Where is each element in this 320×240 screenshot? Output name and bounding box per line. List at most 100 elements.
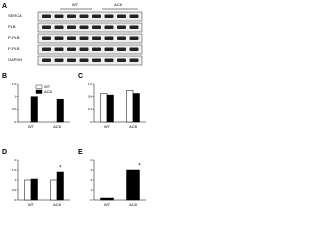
blot-frame — [37, 55, 143, 66]
band — [117, 14, 126, 18]
band — [54, 58, 64, 62]
blot: SERCA PLB P-PLB P-PLB GAPDH — [8, 11, 143, 66]
y-tick-label: 0 — [90, 198, 92, 202]
bar — [56, 98, 64, 123]
band — [104, 58, 114, 62]
x-tick-label: AC8 — [129, 202, 138, 207]
panel-label: D — [2, 149, 7, 156]
panel-label: C — [78, 73, 83, 80]
band — [92, 25, 101, 29]
x-tick-label: WT — [28, 202, 35, 207]
band — [129, 14, 139, 18]
bar — [30, 178, 38, 201]
y-tick-label: 1.5 — [12, 168, 17, 172]
band — [42, 25, 51, 29]
band — [42, 14, 51, 18]
band — [67, 36, 76, 40]
band — [129, 36, 139, 40]
y-tick-label: 0.4 — [88, 107, 93, 111]
band — [92, 47, 101, 51]
band — [42, 47, 51, 51]
band — [117, 47, 126, 51]
bar — [50, 179, 58, 201]
band — [79, 14, 89, 18]
bar — [126, 169, 140, 201]
y-tick-label: 0 — [14, 120, 16, 124]
blot-group: AC8 — [114, 2, 123, 7]
band — [67, 25, 76, 29]
bar — [132, 93, 140, 123]
blot-frame — [37, 11, 143, 22]
band — [104, 14, 114, 18]
y-tick-label: 4 — [90, 158, 92, 162]
band — [67, 47, 76, 51]
bar — [100, 93, 108, 123]
annotation: * — [138, 164, 141, 170]
band — [79, 47, 89, 51]
y-tick-label: 0.5 — [12, 107, 17, 111]
band — [54, 25, 64, 29]
legend-label: WT — [44, 84, 51, 89]
y-tick-label: 0.8 — [88, 94, 93, 98]
y-tick-label: 2 — [14, 158, 16, 162]
x-tick-label: AC8 — [129, 124, 138, 129]
band — [117, 25, 126, 29]
y-tick-label: 1 — [14, 178, 16, 182]
y-tick-label: 0.5 — [12, 188, 17, 192]
band — [79, 25, 89, 29]
band — [54, 36, 64, 40]
legend-swatch — [35, 84, 43, 89]
legend-swatch — [35, 89, 43, 94]
y-tick-label: 3 — [90, 168, 92, 172]
x-tick-label: WT — [104, 124, 111, 129]
band — [67, 14, 76, 18]
panel-label: A — [2, 3, 7, 10]
x-tick-label: AC8 — [53, 202, 62, 207]
band — [92, 36, 101, 40]
band — [129, 58, 139, 62]
bar — [56, 171, 64, 201]
y-tick-label: 0 — [90, 120, 92, 124]
blot-row-label: P-PLB — [8, 46, 20, 51]
band — [42, 58, 51, 62]
figure: A B C D E WT AC8 SERCA PLB P-PLB P-PLB GAPDH… — [2, 2, 146, 207]
blot-row-label: GAPDH — [8, 57, 22, 62]
band — [104, 47, 114, 51]
y-tick-label: 0 — [14, 198, 16, 202]
bar — [30, 96, 38, 123]
x-tick-label: WT — [28, 124, 35, 129]
y-tick-label: 2 — [90, 178, 92, 182]
y-tick-label: 1 — [90, 188, 92, 192]
band — [54, 14, 64, 18]
band — [42, 36, 51, 40]
y-tick-label: 1.2 — [88, 82, 93, 86]
legend-label: AC8 — [44, 89, 53, 94]
band — [54, 47, 64, 51]
bar — [100, 197, 114, 201]
band — [104, 25, 114, 29]
band — [104, 36, 114, 40]
annotation: * — [59, 166, 62, 172]
blot-frame — [37, 22, 143, 33]
bar — [24, 179, 32, 201]
band — [92, 14, 101, 18]
bar — [106, 94, 114, 123]
blot-frame — [37, 44, 143, 55]
band — [117, 58, 126, 62]
y-tick-label: 1.5 — [12, 82, 17, 86]
panel-label: E — [78, 149, 83, 156]
blot-row-label: PLB — [8, 24, 16, 29]
blot-frame — [37, 33, 143, 44]
blot-row-label: SERCA — [8, 13, 22, 18]
band — [92, 58, 101, 62]
band — [79, 36, 89, 40]
y-tick-label: 1 — [14, 94, 16, 98]
blot-row-label: P-PLB — [8, 35, 20, 40]
x-tick-label: AC8 — [53, 124, 62, 129]
blot-group: WT — [72, 2, 79, 7]
x-tick-label: WT — [104, 202, 111, 207]
bar — [126, 90, 134, 123]
band — [117, 36, 126, 40]
band — [129, 25, 139, 29]
band — [129, 47, 139, 51]
